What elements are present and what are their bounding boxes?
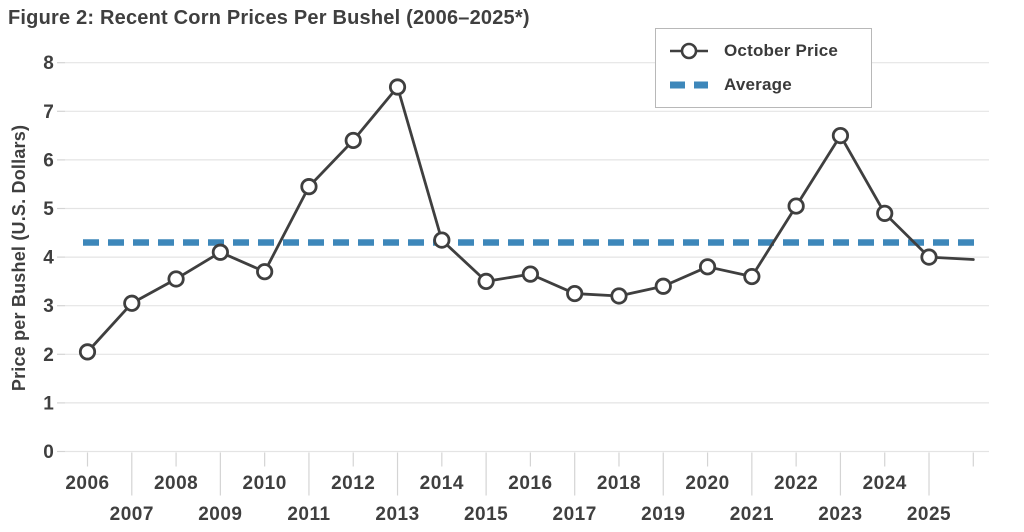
x-tick-label: 2007 xyxy=(110,504,154,525)
line-circle-marker-icon xyxy=(670,42,708,60)
y-tick-label: 5 xyxy=(43,199,54,220)
data-point-2016 xyxy=(521,265,540,283)
data-point-2012 xyxy=(344,131,362,150)
dashed-line-marker-icon xyxy=(670,81,708,89)
y-tick-label: 2 xyxy=(43,345,54,366)
x-tick-label: 2009 xyxy=(198,504,242,525)
data-point-2017 xyxy=(566,284,584,303)
legend-label-average: Average xyxy=(724,75,792,94)
data-point-2015 xyxy=(477,272,495,290)
x-tick-label: 2025 xyxy=(907,504,951,525)
x-tick-label: 2022 xyxy=(774,473,818,494)
chart-title: Figure 2: Recent Corn Prices Per Bushel … xyxy=(8,7,530,29)
data-point-2019 xyxy=(654,277,672,295)
x-tick-label: 2014 xyxy=(420,473,464,494)
x-tick-label: 2023 xyxy=(818,504,862,525)
x-tick-label: 2021 xyxy=(730,504,774,525)
x-tick-label: 2010 xyxy=(243,473,287,494)
x-tick-label: 2008 xyxy=(154,473,198,494)
y-tick-label: 7 xyxy=(43,102,54,123)
legend-item-average: Average xyxy=(669,72,871,98)
x-tick-label: 2013 xyxy=(375,504,419,525)
data-point-2011 xyxy=(300,178,318,196)
x-tick-label: 2015 xyxy=(464,504,508,525)
legend: October Price Average xyxy=(655,28,872,108)
data-point-2025 xyxy=(920,248,938,266)
y-tick-label: 4 xyxy=(43,248,54,269)
x-tick-label: 2016 xyxy=(508,473,552,494)
data-point-2024 xyxy=(876,204,894,222)
x-tick-label: 2024 xyxy=(863,473,907,494)
x-tick-label: 2006 xyxy=(65,473,109,494)
y-axis-label: Price per Bushel (U.S. Dollars) xyxy=(9,125,29,391)
x-tick-label: 2019 xyxy=(641,504,685,525)
data-point-2020 xyxy=(698,258,717,276)
data-point-2009 xyxy=(211,243,229,261)
x-tick-label: 2020 xyxy=(685,473,729,494)
y-tick-label: 1 xyxy=(43,393,54,414)
data-point-2008 xyxy=(167,270,185,288)
data-point-2013 xyxy=(388,78,407,96)
data-point-2021 xyxy=(743,267,761,286)
legend-item-october-price: October Price xyxy=(669,38,871,64)
data-point-2014 xyxy=(433,231,451,249)
x-tick-label: 2012 xyxy=(331,473,375,494)
october-price-line xyxy=(86,85,975,354)
y-tick-label: 3 xyxy=(43,296,54,317)
y-tick-label: 8 xyxy=(43,53,54,74)
y-tick-label: 6 xyxy=(43,150,54,171)
x-tick-label: 2011 xyxy=(287,504,330,525)
data-point-2006 xyxy=(78,343,97,361)
x-tick-label: 2018 xyxy=(597,473,641,494)
x-tick-label: 2017 xyxy=(553,504,597,525)
data-point-2022 xyxy=(787,197,805,215)
data-point-2023 xyxy=(831,127,850,145)
data-point-2007 xyxy=(123,294,141,312)
data-point-2018 xyxy=(610,287,628,305)
legend-label-october-price: October Price xyxy=(724,41,839,60)
data-point-2010 xyxy=(256,263,274,281)
y-tick-label: 0 xyxy=(43,442,54,463)
